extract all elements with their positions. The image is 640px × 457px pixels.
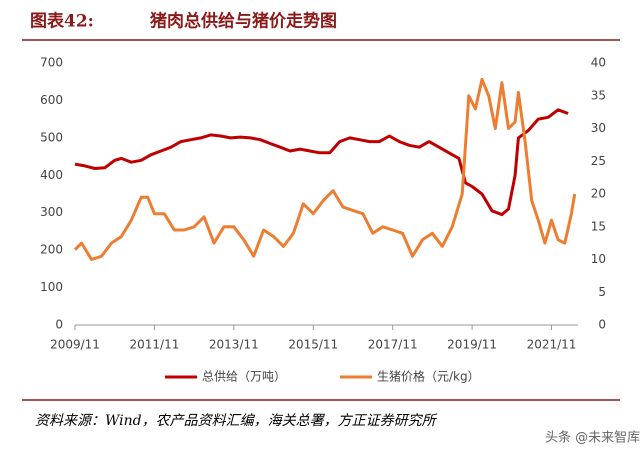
- y-tick-label: 100: [40, 280, 63, 294]
- y2-tick-label: 35: [591, 88, 606, 102]
- y-tick-label: 400: [40, 168, 63, 182]
- watermark: 头条 @未来智库: [545, 430, 640, 446]
- y2-tick-label: 20: [591, 187, 606, 201]
- y2-tick-label: 25: [591, 154, 606, 168]
- y-tick-label: 600: [40, 93, 63, 107]
- y-tick-label: 200: [40, 243, 63, 257]
- chart-title: 猪肉总供给与猪价走势图: [150, 11, 337, 32]
- y-tick-label: 300: [40, 205, 63, 219]
- series-line: [73, 77, 577, 261]
- y2-tick-label: 40: [591, 56, 606, 70]
- series-line: [74, 108, 569, 217]
- x-tick-label: 2015/11: [288, 338, 338, 352]
- title-label: 图表42:: [30, 11, 94, 32]
- y-tick-label: 0: [55, 318, 63, 332]
- y2-tick-label: 15: [591, 219, 606, 233]
- y-tick-label: 700: [40, 56, 63, 70]
- source: 资料来源：Wind，农产品资料汇编，海关总署，方正证券研究所: [35, 413, 438, 429]
- y2-tick-label: 30: [591, 121, 606, 135]
- y2-tick-label: 5: [598, 285, 606, 299]
- x-tick-label: 2021/11: [527, 338, 577, 352]
- y2-tick-label: 0: [598, 318, 606, 332]
- x-tick-label: 2013/11: [209, 338, 259, 352]
- y-tick-label: 500: [40, 130, 63, 144]
- legend-label: 总供给（万吨）: [202, 370, 286, 384]
- x-tick-label: 2011/11: [129, 338, 179, 352]
- legend-label: 生猪价格（元/kg）: [377, 369, 480, 384]
- x-tick-label: 2017/11: [368, 338, 418, 352]
- x-tick-label: 2019/11: [447, 338, 497, 352]
- y2-tick-label: 10: [591, 252, 606, 266]
- x-tick-label: 2009/11: [50, 338, 100, 352]
